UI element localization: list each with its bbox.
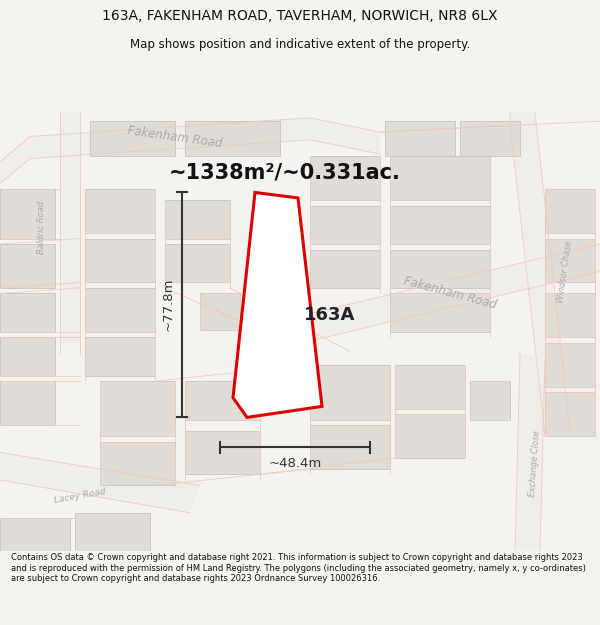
Polygon shape — [310, 425, 390, 469]
Text: 163A, FAKENHAM ROAD, TAVERHAM, NORWICH, NR8 6LX: 163A, FAKENHAM ROAD, TAVERHAM, NORWICH, … — [102, 9, 498, 23]
Polygon shape — [75, 513, 150, 551]
Polygon shape — [545, 189, 595, 233]
Polygon shape — [545, 342, 595, 387]
Text: ~77.8m: ~77.8m — [161, 278, 175, 331]
Polygon shape — [460, 121, 520, 156]
Polygon shape — [60, 112, 80, 342]
Text: Map shows position and indicative extent of the property.: Map shows position and indicative extent… — [130, 38, 470, 51]
Polygon shape — [390, 249, 490, 288]
Polygon shape — [390, 293, 490, 332]
Polygon shape — [310, 206, 380, 244]
Text: ~48.4m: ~48.4m — [268, 457, 322, 470]
Polygon shape — [545, 392, 595, 436]
Polygon shape — [0, 118, 380, 184]
Polygon shape — [85, 189, 155, 233]
Polygon shape — [0, 452, 200, 513]
Polygon shape — [310, 156, 380, 200]
Polygon shape — [0, 518, 70, 551]
Polygon shape — [510, 112, 570, 436]
Polygon shape — [0, 189, 55, 239]
Polygon shape — [0, 381, 55, 425]
Polygon shape — [545, 239, 595, 282]
Text: Contains OS data © Crown copyright and database right 2021. This information is : Contains OS data © Crown copyright and d… — [11, 554, 586, 583]
Text: ~1338m²/~0.331ac.: ~1338m²/~0.331ac. — [169, 162, 401, 182]
Text: Windsor Chase: Windsor Chase — [556, 240, 574, 303]
Polygon shape — [90, 121, 175, 156]
Polygon shape — [545, 293, 595, 338]
Text: Fakenham Road: Fakenham Road — [402, 275, 498, 312]
Text: 163A: 163A — [304, 306, 356, 324]
Text: Lacey Road: Lacey Road — [53, 488, 107, 506]
Polygon shape — [85, 239, 155, 282]
Polygon shape — [100, 441, 175, 486]
Polygon shape — [390, 206, 490, 244]
Polygon shape — [470, 381, 510, 419]
Polygon shape — [390, 156, 490, 200]
Polygon shape — [233, 192, 322, 418]
Polygon shape — [185, 381, 260, 419]
Polygon shape — [310, 249, 380, 288]
Polygon shape — [385, 121, 455, 156]
Polygon shape — [310, 365, 390, 419]
Polygon shape — [185, 121, 280, 156]
Polygon shape — [185, 431, 260, 474]
Polygon shape — [200, 293, 240, 329]
Text: Baldric Road: Baldric Road — [37, 201, 47, 254]
Polygon shape — [0, 244, 55, 288]
Polygon shape — [395, 365, 465, 409]
Polygon shape — [515, 354, 545, 551]
Polygon shape — [85, 338, 155, 376]
Polygon shape — [165, 200, 230, 239]
Polygon shape — [100, 381, 175, 436]
Text: Exchange Close: Exchange Close — [528, 430, 542, 497]
Text: Fakenham Road: Fakenham Road — [127, 124, 223, 151]
Polygon shape — [0, 338, 55, 376]
Polygon shape — [85, 288, 155, 332]
Polygon shape — [280, 244, 600, 348]
Polygon shape — [0, 293, 55, 332]
Polygon shape — [165, 244, 230, 282]
Polygon shape — [395, 414, 465, 458]
